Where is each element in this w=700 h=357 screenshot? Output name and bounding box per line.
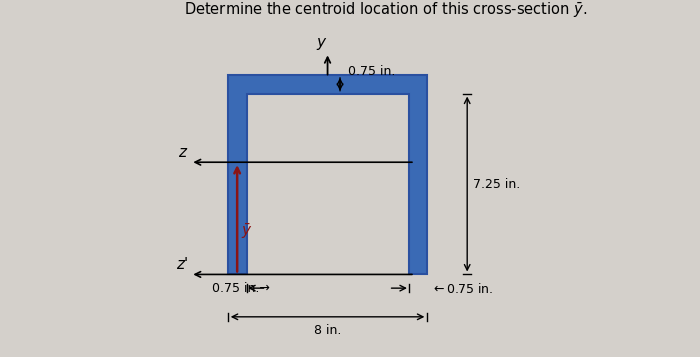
Text: $\leftarrow$0.75 in.: $\leftarrow$0.75 in. bbox=[431, 282, 493, 296]
Text: 8 in.: 8 in. bbox=[314, 324, 341, 337]
Text: 7.25 in.: 7.25 in. bbox=[473, 177, 521, 191]
Text: 0.75 in.→: 0.75 in.→ bbox=[211, 282, 270, 295]
Text: $\bar{y}$: $\bar{y}$ bbox=[241, 222, 253, 241]
Polygon shape bbox=[228, 75, 427, 275]
Text: Determine the centroid location of this cross-section $\bar{y}$.: Determine the centroid location of this … bbox=[183, 1, 587, 20]
Text: y: y bbox=[317, 35, 326, 50]
Text: 0.75 in.: 0.75 in. bbox=[347, 65, 395, 78]
Text: z: z bbox=[178, 145, 186, 160]
Text: z': z' bbox=[176, 257, 188, 272]
